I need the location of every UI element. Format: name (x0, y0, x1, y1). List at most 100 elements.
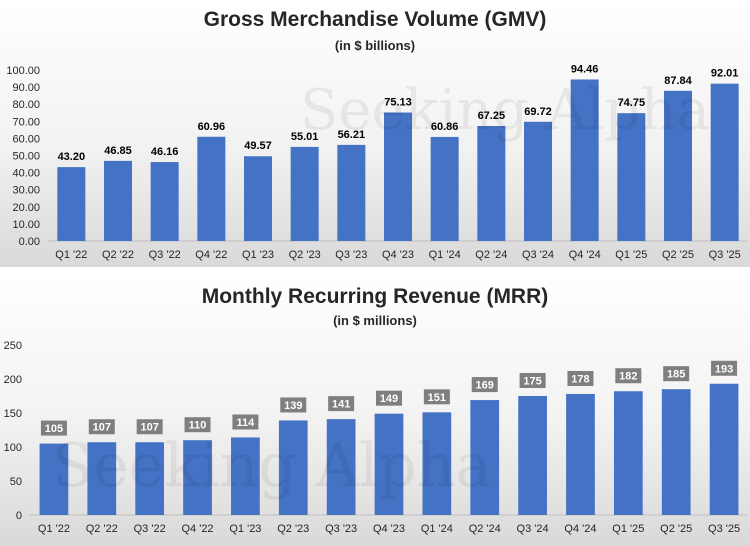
data-label: 141 (332, 399, 350, 411)
bar (664, 90, 692, 241)
x-tick-label: Q1 '25 (612, 523, 644, 535)
data-label: 49.57 (244, 140, 272, 152)
x-tick-label: Q2 '25 (660, 523, 692, 535)
x-tick-label: Q3 '22 (149, 249, 181, 261)
bar (104, 160, 132, 241)
bar (244, 156, 272, 241)
data-label-box (136, 419, 163, 435)
data-label: 151 (428, 392, 446, 404)
data-label-box (471, 377, 498, 393)
x-tick-label: Q1 '24 (421, 523, 453, 535)
data-label: 92.01 (711, 68, 739, 80)
data-label: 178 (571, 373, 589, 385)
bar (337, 144, 366, 241)
x-tick-label: Q3 '24 (522, 249, 554, 261)
data-label: 105 (45, 423, 63, 435)
data-label-box (376, 390, 402, 406)
x-tick-label: Q3 '23 (325, 523, 357, 535)
x-tick-label: Q4 '22 (181, 523, 213, 535)
bar (430, 136, 459, 241)
data-label: 60.96 (198, 121, 226, 133)
mrr-chart-subtitle: (in $ millions) (333, 313, 417, 328)
data-label: 110 (189, 420, 207, 432)
y-tick-label: 70.00 (12, 116, 40, 128)
y-tick-label: 50 (10, 476, 22, 488)
data-label-box (519, 373, 546, 388)
data-label-box (423, 389, 450, 405)
data-label: 60.86 (431, 121, 459, 133)
bar (470, 400, 500, 515)
y-tick-label: 100.00 (6, 65, 40, 77)
bar (197, 136, 226, 241)
bar (374, 413, 404, 515)
data-label-box (663, 366, 690, 382)
y-tick-label: 20.00 (12, 202, 40, 214)
data-label: 107 (140, 422, 158, 434)
gmv-chart-subtitle: (in $ billions) (334, 38, 416, 53)
data-label-box (280, 397, 307, 413)
data-label: 185 (667, 369, 685, 381)
data-label: 87.84 (664, 75, 692, 87)
bar (39, 443, 69, 515)
data-label: 149 (380, 393, 398, 405)
y-tick-label: 10.00 (12, 219, 40, 231)
bar (524, 121, 552, 241)
x-tick-label: Q3 '25 (708, 523, 740, 535)
x-tick-label: Q4 '23 (373, 523, 405, 535)
x-tick-label: Q4 '22 (195, 249, 227, 261)
bar (183, 440, 212, 515)
x-tick-label: Q1 '24 (429, 249, 461, 261)
data-label-box (711, 360, 738, 376)
mrr-chart-title: Monthly Recurring Revenue (MRR) (201, 285, 549, 308)
y-tick-label: 150 (4, 408, 22, 420)
y-tick-label: 90.00 (12, 82, 40, 94)
bar (709, 383, 739, 515)
data-label: 74.75 (618, 97, 646, 109)
y-tick-label: 100 (4, 442, 22, 454)
gmv-bar-chart: 0.00 10.00 20.00 30.00 40.00 50.00 60.00 70.00 8… (6, 63, 748, 261)
bar (231, 437, 260, 515)
x-tick-label: Q2 '22 (86, 523, 118, 535)
x-tick-label: Q2 '24 (469, 523, 501, 535)
bar (87, 442, 117, 515)
y-tick-label: 60.00 (12, 133, 40, 145)
chart-divider (0, 267, 750, 273)
bar (278, 420, 308, 515)
data-label: 182 (619, 371, 637, 383)
x-tick-label: Q2 '23 (289, 249, 321, 261)
bar (326, 419, 356, 515)
x-tick-label: Q4 '24 (569, 249, 601, 261)
bar (384, 112, 412, 241)
x-tick-label: Q1 '22 (38, 523, 70, 535)
data-label: 69.72 (524, 106, 552, 118)
data-label: 67.25 (478, 110, 506, 122)
bar (570, 79, 599, 242)
y-tick-label: 50.00 (12, 151, 40, 163)
bar (150, 162, 179, 241)
x-tick-label: Q3 '24 (517, 523, 549, 535)
y-tick-label: 200 (4, 374, 22, 386)
mrr-bar-chart: 0 50 100 150 200 250 Q1 '22 105 Q2 '22 107 Q3 '22 1… (4, 340, 748, 535)
x-tick-label: Q3 '25 (709, 249, 741, 261)
x-tick-label: Q2 '23 (277, 523, 309, 535)
data-label: 107 (93, 422, 111, 434)
x-tick-label: Q1 '25 (615, 249, 647, 261)
x-tick-label: Q2 '25 (662, 249, 694, 261)
bar (613, 391, 643, 515)
bar (422, 412, 452, 515)
data-label: 193 (715, 363, 733, 375)
data-label-box (40, 420, 67, 436)
bar (477, 126, 506, 241)
x-tick-label: Q3 '22 (134, 523, 166, 535)
data-label: 114 (237, 417, 256, 429)
x-tick-label: Q2 '22 (102, 249, 134, 261)
data-label: 56.21 (338, 129, 366, 141)
y-tick-label: 80.00 (12, 99, 40, 111)
data-label: 175 (523, 376, 541, 388)
x-tick-label: Q4 '24 (564, 523, 596, 535)
data-label: 55.01 (291, 131, 319, 143)
y-tick-label: 0 (16, 510, 22, 522)
data-label: 139 (284, 400, 302, 412)
x-tick-label: Q4 '23 (382, 249, 414, 261)
y-tick-label: 40.00 (12, 168, 40, 180)
